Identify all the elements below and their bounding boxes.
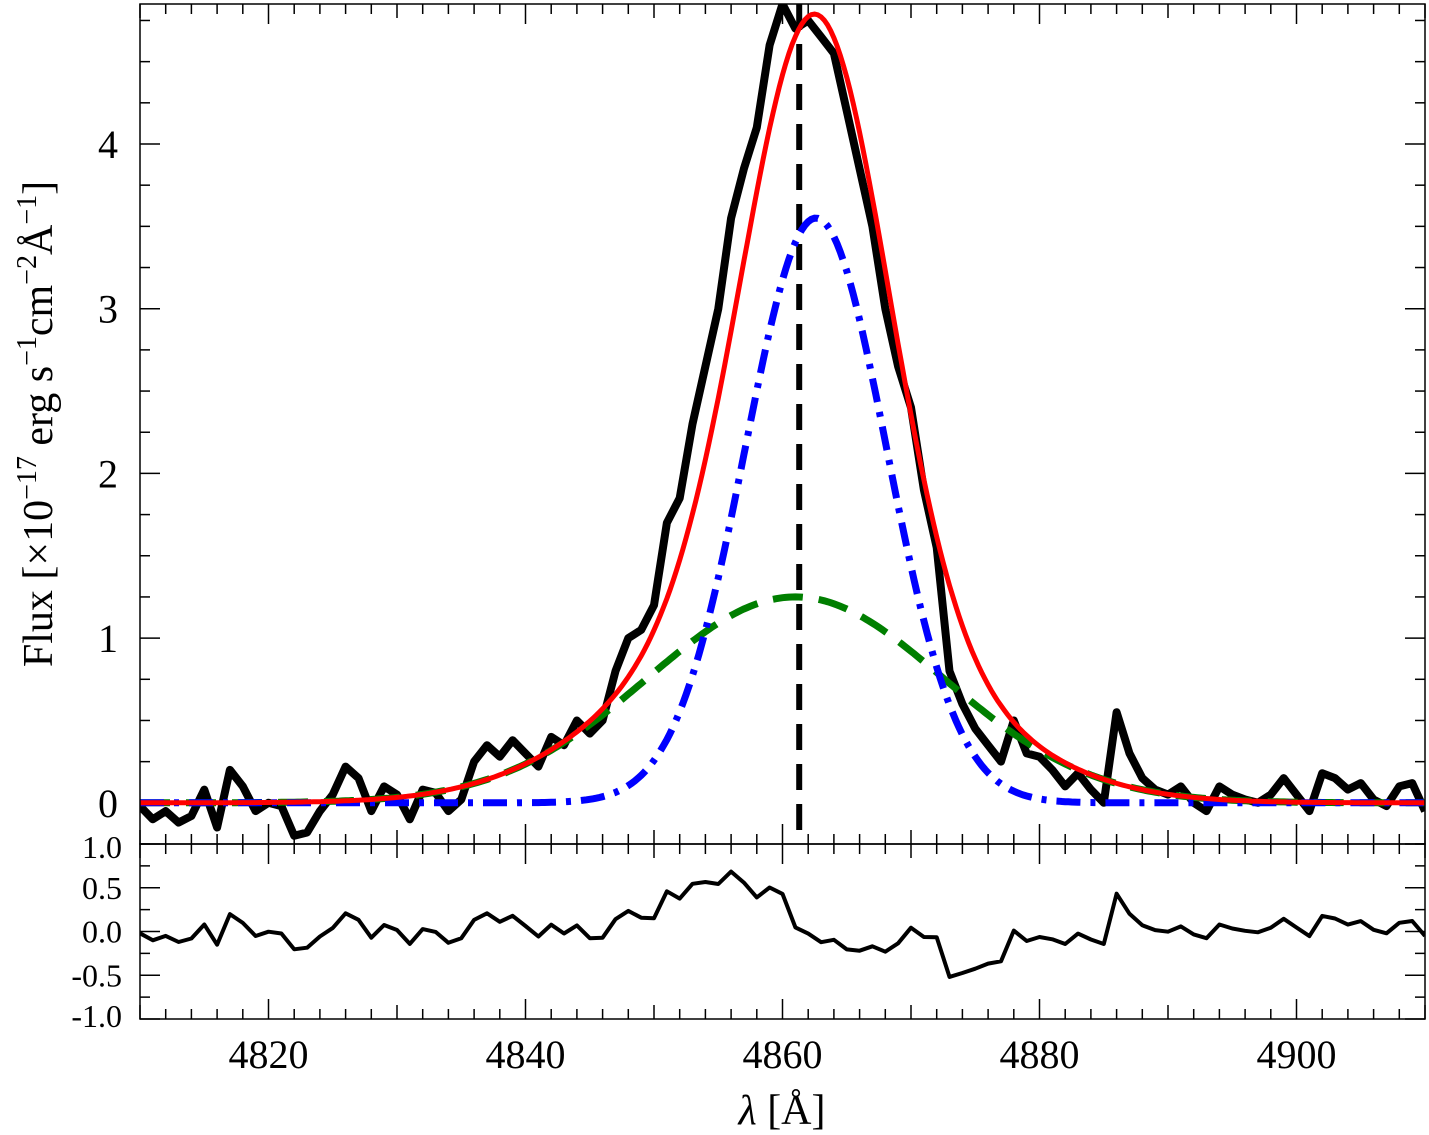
x-tick-label: 4880 [1000, 1032, 1080, 1077]
y-axis-title-exp4: −1 [12, 195, 43, 225]
y-tick-label: 1.0 [82, 829, 122, 865]
y-tick-label: 1 [98, 616, 118, 661]
flux-y-tick-labels: 0 1 2 3 4 [98, 122, 118, 826]
y-tick-label: 0 [98, 781, 118, 826]
y-axis-title-prefix: Flux [×10 [16, 500, 62, 667]
observed-spectrum-line [140, 4, 1425, 840]
x-tick-label: 4840 [486, 1032, 566, 1077]
y-axis-title-suffix: ] [16, 181, 62, 195]
x-axis-title-unit: [Å] [757, 1088, 826, 1134]
y-axis-title-exp3: −2 [12, 255, 43, 285]
y-tick-label: 2 [98, 451, 118, 496]
residual-panel: 1.0 0.5 0.0 -0.5 -1.0 [71, 829, 1426, 1034]
flux-panel: 0 1 2 3 4 [98, 3, 1426, 845]
x-axis-title-lambda: λ [736, 1088, 756, 1134]
x-tick-label: 4900 [1257, 1032, 1337, 1077]
y-tick-label: 3 [98, 287, 118, 332]
narrow-component-line [140, 214, 1425, 807]
broad-component-line [140, 593, 1425, 807]
residual-y-tick-labels: 1.0 0.5 0.0 -0.5 -1.0 [71, 829, 122, 1034]
total-fit-line [140, 11, 1425, 806]
residual-line [140, 869, 1425, 979]
flux-panel-frame [139, 3, 1426, 845]
residual-panel-ticks [139, 843, 1426, 1020]
y-axis-title-mid1: erg s [16, 366, 62, 456]
x-tick-label: 4820 [229, 1032, 309, 1077]
residual-panel-frame [139, 843, 1426, 1020]
y-axis-title-mid2: cm [16, 284, 62, 336]
y-tick-label: -0.5 [71, 957, 122, 993]
y-axis-title: Flux [×10−17 erg s−1cm−2Å−1] [12, 181, 62, 667]
y-tick-label: 0.0 [82, 914, 122, 950]
y-tick-label: 0.5 [82, 870, 122, 906]
y-axis-title-exp2: −1 [12, 336, 43, 366]
x-tick-labels: 4820 4840 4860 4880 4900 [229, 1032, 1337, 1077]
x-axis-title: λ [Å] [736, 1088, 825, 1134]
x-tick-label: 4860 [743, 1032, 823, 1077]
y-axis-title-exp1: −17 [12, 456, 43, 500]
y-tick-label: -1.0 [71, 998, 122, 1034]
y-axis-title-mid3: Å [16, 224, 62, 255]
y-tick-label: 4 [98, 122, 118, 167]
flux-panel-ticks [139, 4, 1426, 845]
